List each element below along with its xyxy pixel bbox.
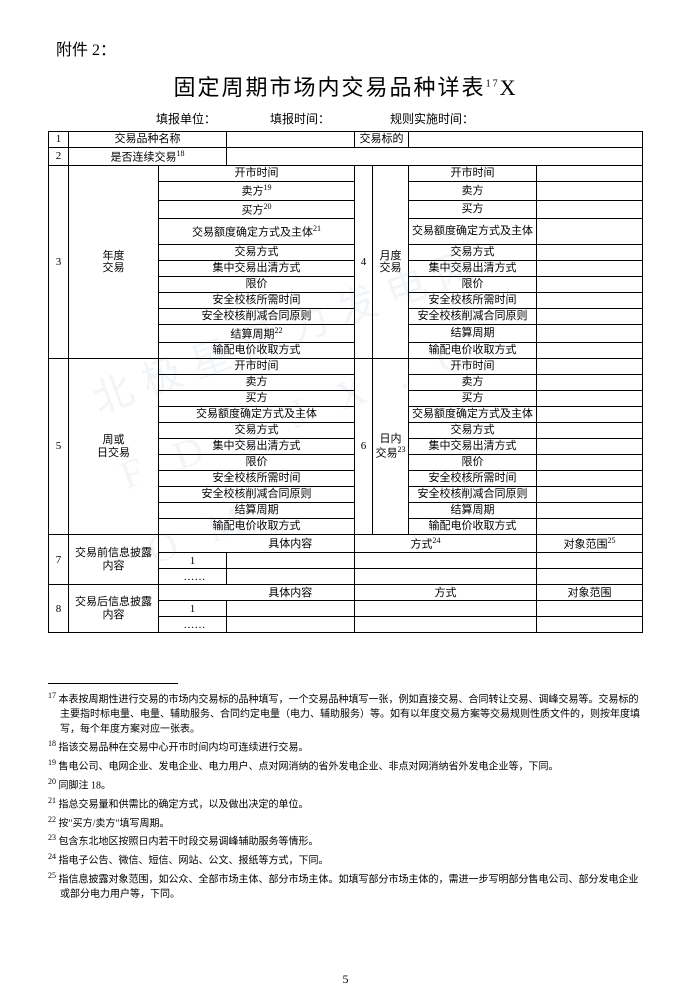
r7-idx: 7 — [49, 535, 69, 585]
b3-a8: 安全校核削减合同原则 — [159, 308, 355, 324]
b6-a9: 结算周期 — [409, 503, 537, 519]
b6-a2: 买方 — [409, 391, 537, 407]
meta-unit: 填报单位： — [156, 110, 216, 127]
fn23: 23 包含东北地区按照日内若干时段交易调峰辅助服务等情形。 — [48, 832, 643, 850]
b6-a8: 安全校核削减合同原则 — [409, 487, 537, 503]
r7-dots: …… — [159, 569, 227, 585]
b4-a6: 限价 — [409, 276, 537, 292]
b5-a3: 交易额度确定方式及主体 — [159, 407, 355, 423]
meta-effect: 规则实施时间： — [390, 110, 474, 127]
b4-a7: 安全校核所需时间 — [409, 292, 537, 308]
b3-a9: 结算周期22 — [159, 324, 355, 342]
b5-a5: 集中交易出清方式 — [159, 439, 355, 455]
b5-a7: 安全校核所需时间 — [159, 471, 355, 487]
fn21: 21 指总交易量和供需比的确定方式，以及做出决定的单位。 — [48, 795, 643, 813]
d-h1: 具体内容 — [227, 535, 355, 553]
footnotes: 17 本表按周期性进行交易的市场内交易标的品种填写，一个交易品种填写一张，例如直… — [48, 690, 643, 902]
b6-idx: 6 — [355, 359, 373, 535]
b4-a2: 买方 — [409, 200, 537, 218]
b5-a8: 安全校核削减合同原则 — [159, 487, 355, 503]
b5-a10: 输配电价收取方式 — [159, 519, 355, 535]
b5-a4: 交易方式 — [159, 423, 355, 439]
d-h2: 方式24 — [409, 535, 537, 553]
b4-a4: 交易方式 — [409, 244, 537, 260]
fn17: 17 本表按周期性进行交易的市场内交易标的品种填写，一个交易品种填写一张，例如直… — [48, 690, 643, 737]
b3-a10: 输配电价收取方式 — [159, 343, 355, 359]
b4-a0v — [537, 166, 643, 182]
b4-idx: 4 — [355, 166, 373, 359]
fn18: 18 指该交易品种在交易中心开市时间内均可连续进行交易。 — [48, 738, 643, 756]
attachment-label: 附件 2： — [56, 36, 643, 60]
r8-label: 交易后信息披露内容 — [69, 585, 159, 633]
b6-a4: 交易方式 — [409, 423, 537, 439]
fn22: 22 按"买方/卖方"填写周期。 — [48, 814, 643, 832]
page-title: 固定周期市场内交易品种详表17X — [48, 70, 643, 102]
b5-label: 周或 日交易 — [69, 359, 159, 535]
b5-a2: 买方 — [159, 391, 355, 407]
r1-label: 交易品种名称 — [69, 132, 227, 148]
r7-label: 交易前信息披露内容 — [69, 535, 159, 585]
b6-a6: 限价 — [409, 455, 537, 471]
b6-a1: 卖方 — [409, 375, 537, 391]
r2-idx: 2 — [49, 148, 69, 166]
b3-a3: 交易额度确定方式及主体21 — [159, 218, 355, 244]
b5-idx: 5 — [49, 359, 69, 535]
b4-label: 月度 交易 — [373, 166, 409, 359]
meta-time: 填报时间： — [270, 110, 330, 127]
b4-a9: 结算周期 — [409, 324, 537, 342]
r1-mid: 交易标的 — [355, 132, 409, 148]
d8-h3: 对象范围 — [537, 585, 643, 601]
b3-a2: 买方20 — [159, 200, 355, 218]
title-tail: X — [500, 75, 518, 100]
r7-1: 1 — [159, 553, 227, 569]
b4-a0: 开市时间 — [409, 166, 537, 182]
r2-label: 是否连续交易18 — [69, 148, 227, 166]
meta-row: 填报单位： 填报时间： 规则实施时间： — [48, 110, 643, 127]
page-number: 5 — [0, 972, 691, 987]
r2-val — [227, 148, 643, 166]
r1-idx: 1 — [49, 132, 69, 148]
b4-a1: 卖方 — [409, 182, 537, 200]
main-table: 1 交易品种名称 交易标的 2 是否连续交易18 3 年度 交易 开市时间 4 … — [48, 131, 643, 633]
b5-a0: 开市时间 — [159, 359, 355, 375]
b3-a5: 集中交易出清方式 — [159, 260, 355, 276]
b6-a0: 开市时间 — [409, 359, 537, 375]
b3-a6: 限价 — [159, 276, 355, 292]
fn19: 19 售电公司、电网企业、发电企业、电力用户、点对网消纳的省外发电企业、非点对网… — [48, 757, 643, 775]
b5-a6: 限价 — [159, 455, 355, 471]
fn20: 20 同脚注 18。 — [48, 776, 643, 794]
b6-a7: 安全校核所需时间 — [409, 471, 537, 487]
b4-a3: 交易额度确定方式及主体 — [409, 218, 537, 244]
b4-a10: 输配电价收取方式 — [409, 343, 537, 359]
b5-a9: 结算周期 — [159, 503, 355, 519]
r8-idx: 8 — [49, 585, 69, 633]
b3-idx: 3 — [49, 166, 69, 359]
r8-dots: …… — [159, 617, 227, 633]
r1-val1 — [227, 132, 355, 148]
b6-label: 日内 交易23 — [373, 359, 409, 535]
b6-a10: 输配电价收取方式 — [409, 519, 537, 535]
b6-a5: 集中交易出清方式 — [409, 439, 537, 455]
d8-h2: 方式 — [355, 585, 537, 601]
b5-a1: 卖方 — [159, 375, 355, 391]
b3-a4: 交易方式 — [159, 244, 355, 260]
r1-val2 — [409, 132, 643, 148]
d8-h1: 具体内容 — [227, 585, 355, 601]
fn25: 25 指信息披露对象范围，如公众、全部市场主体、部分市场主体。如填写部分市场主体… — [48, 870, 643, 902]
title-sup: 17 — [486, 79, 500, 90]
b3-label: 年度 交易 — [69, 166, 159, 359]
d-h3: 对象范围25 — [537, 535, 643, 553]
footnote-separator — [48, 683, 178, 684]
b3-a1: 卖方19 — [159, 182, 355, 200]
b6-a3: 交易额度确定方式及主体 — [409, 407, 537, 423]
r8-1: 1 — [159, 601, 227, 617]
title-text: 固定周期市场内交易品种详表 — [174, 75, 486, 100]
b3-a0: 开市时间 — [159, 166, 355, 182]
b4-a8: 安全校核削减合同原则 — [409, 308, 537, 324]
b4-a5: 集中交易出清方式 — [409, 260, 537, 276]
b3-a7: 安全校核所需时间 — [159, 292, 355, 308]
fn24: 24 指电子公告、微信、短信、网站、公文、报纸等方式，下同。 — [48, 851, 643, 869]
